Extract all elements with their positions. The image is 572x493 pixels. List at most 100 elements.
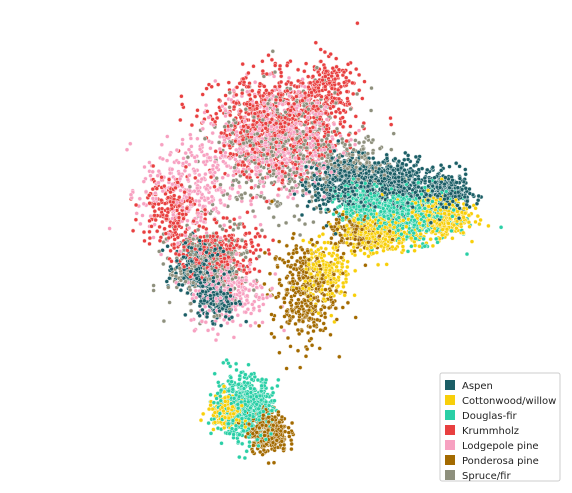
point-lodgepole-pine — [237, 184, 242, 189]
point-krummholz — [223, 93, 228, 98]
point-spruce-fir — [358, 161, 363, 166]
point-cottonwood-willow — [317, 234, 322, 239]
point-lodgepole-pine — [261, 184, 266, 189]
point-krummholz — [240, 61, 245, 67]
point-krummholz — [226, 80, 232, 85]
point-spruce-fir — [250, 208, 256, 214]
point-krummholz — [242, 244, 247, 250]
point-aspen — [396, 159, 402, 164]
point-lodgepole-pine — [237, 215, 243, 220]
point-ponderosa-pine — [311, 328, 316, 334]
point-lodgepole-pine — [148, 173, 153, 178]
point-krummholz — [141, 229, 147, 235]
point-krummholz — [154, 228, 160, 234]
point-spruce-fir — [151, 283, 156, 288]
point-ponderosa-pine — [289, 438, 294, 443]
point-aspen — [463, 167, 468, 172]
point-krummholz — [254, 100, 259, 105]
point-ponderosa-pine — [293, 321, 298, 327]
point-lodgepole-pine — [285, 194, 291, 200]
point-cottonwood-willow — [417, 244, 422, 249]
point-krummholz — [234, 85, 240, 90]
point-cottonwood-willow — [329, 313, 334, 318]
point-douglas-fir — [498, 225, 504, 230]
point-lodgepole-pine — [210, 130, 215, 136]
point-krummholz — [360, 96, 365, 101]
point-spruce-fir — [361, 139, 367, 145]
point-krummholz — [178, 117, 183, 123]
point-cottonwood-willow — [352, 293, 357, 298]
point-krummholz — [221, 215, 226, 221]
point-aspen — [411, 163, 417, 169]
point-lodgepole-pine — [253, 320, 258, 326]
point-lodgepole-pine — [248, 311, 254, 316]
point-lodgepole-pine — [244, 293, 250, 298]
point-ponderosa-pine — [297, 331, 302, 337]
point-aspen — [457, 164, 462, 169]
point-krummholz — [209, 84, 214, 89]
point-krummholz — [334, 56, 339, 61]
point-ponderosa-pine — [285, 287, 290, 292]
point-cottonwood-willow — [469, 239, 475, 244]
point-lodgepole-pine — [188, 317, 194, 323]
point-aspen — [439, 168, 444, 173]
point-krummholz — [237, 81, 242, 86]
point-lodgepole-pine — [212, 159, 218, 165]
point-cottonwood-willow — [430, 243, 436, 249]
point-lodgepole-pine — [185, 177, 191, 182]
point-lodgepole-pine — [348, 137, 354, 143]
point-krummholz — [202, 207, 208, 213]
point-lodgepole-pine — [182, 168, 188, 174]
point-ponderosa-pine — [284, 243, 289, 249]
point-cottonwood-willow — [362, 251, 367, 256]
point-douglas-fir — [233, 361, 239, 366]
point-spruce-fir — [227, 105, 232, 110]
point-spruce-fir — [242, 191, 248, 196]
point-lodgepole-pine — [201, 204, 206, 209]
point-lodgepole-pine — [235, 313, 241, 318]
point-lodgepole-pine — [197, 172, 202, 178]
point-ponderosa-pine — [279, 283, 284, 288]
point-krummholz — [318, 59, 324, 64]
point-krummholz — [249, 185, 254, 190]
point-krummholz — [353, 130, 358, 136]
point-ponderosa-pine — [352, 248, 357, 254]
point-spruce-fir — [348, 106, 353, 112]
point-krummholz — [302, 69, 307, 74]
point-krummholz — [260, 59, 265, 64]
point-spruce-fir — [354, 91, 360, 97]
point-ponderosa-pine — [286, 251, 291, 257]
point-ponderosa-pine — [295, 327, 301, 333]
point-ponderosa-pine — [295, 281, 300, 286]
point-spruce-fir — [220, 226, 225, 232]
point-krummholz — [258, 247, 263, 253]
point-spruce-fir — [389, 147, 394, 152]
point-spruce-fir — [369, 85, 374, 91]
point-spruce-fir — [188, 301, 193, 306]
point-lodgepole-pine — [156, 168, 162, 174]
point-ponderosa-pine — [345, 300, 351, 305]
point-krummholz — [157, 238, 163, 244]
point-ponderosa-pine — [322, 311, 328, 316]
point-aspen — [413, 154, 419, 160]
point-krummholz — [324, 126, 329, 132]
point-krummholz — [334, 64, 339, 70]
point-lodgepole-pine — [256, 304, 262, 309]
point-krummholz — [257, 269, 262, 274]
point-krummholz — [260, 93, 266, 99]
point-lodgepole-pine — [254, 194, 259, 200]
point-krummholz — [130, 228, 136, 234]
point-lodgepole-pine — [188, 136, 194, 141]
point-spruce-fir — [216, 140, 222, 145]
point-aspen — [419, 166, 425, 171]
point-lodgepole-pine — [212, 154, 218, 160]
point-lodgepole-pine — [281, 328, 287, 333]
point-krummholz — [269, 57, 275, 62]
point-lodgepole-pine — [288, 192, 293, 197]
point-aspen — [165, 244, 170, 249]
point-spruce-fir — [227, 90, 233, 95]
point-lodgepole-pine — [259, 285, 264, 290]
point-douglas-fir — [256, 443, 261, 449]
point-spruce-fir — [257, 254, 262, 259]
point-krummholz — [348, 124, 353, 129]
